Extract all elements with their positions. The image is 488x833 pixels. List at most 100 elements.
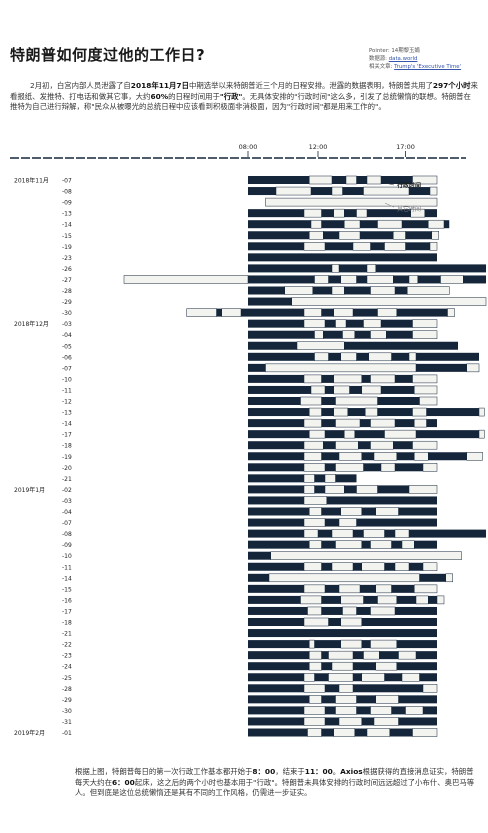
day-label-43: -23 xyxy=(62,653,72,660)
executive-time-bar-0-4 xyxy=(356,176,367,184)
day-label-31: -07 xyxy=(62,520,72,527)
other-time-bar-9-2 xyxy=(314,275,329,284)
executive-time-bar-10-6 xyxy=(395,286,408,295)
related-article-link[interactable]: Trump's 'Executive Time' xyxy=(394,64,462,71)
executive-time-bar-9-7 xyxy=(393,275,409,284)
executive-time-bar-9-5 xyxy=(356,275,367,284)
other-time-bar-23-5 xyxy=(384,429,417,439)
other-time-bar-16-3 xyxy=(340,352,357,362)
executive-time-bar-28-0 xyxy=(248,485,304,494)
other-time-bar-28-1 xyxy=(303,485,315,494)
executive-time-bar-30-0 xyxy=(248,507,310,516)
executive-time-bar-22-0 xyxy=(248,419,304,428)
legend-executive: 行政时间 xyxy=(396,182,421,190)
other-time-bar-13-7 xyxy=(412,319,438,328)
other-time-bar-36-3 xyxy=(445,573,453,583)
executive-time-bar-17-0 xyxy=(248,363,266,372)
intro-date: 2018年11月7日 xyxy=(130,81,189,90)
executive-time-bar-1-0 xyxy=(248,187,276,196)
outro-start2: 6：00 xyxy=(111,777,135,787)
executive-time-bar-35-0 xyxy=(248,562,304,571)
executive-time-bar-6-2 xyxy=(325,242,353,251)
executive-time-bar-43-0 xyxy=(248,651,310,660)
executive-time-bar-32-8 xyxy=(409,529,486,538)
other-time-bar-29-1 xyxy=(303,496,327,505)
executive-time-bar-48-0 xyxy=(248,706,304,715)
executive-time-bar-24-0 xyxy=(248,441,304,450)
other-time-bar-10-1 xyxy=(284,286,313,295)
conclusion-paragraph: 根据上图，特朗普每日的第一次行政工作基本都开始于8：00，结束于11：00。Ax… xyxy=(75,767,480,799)
executive-time-bar-38-2 xyxy=(321,595,341,604)
other-time-bar-33-3 xyxy=(335,540,362,549)
day-label-12: -30 xyxy=(62,310,72,317)
day-label-8: -26 xyxy=(62,266,72,273)
month-label-0: 2018年11月 xyxy=(14,177,49,185)
day-label-21: -13 xyxy=(62,410,72,417)
other-time-bar-6-3 xyxy=(352,242,371,251)
month-label-50: 2019年2月 xyxy=(14,729,45,737)
other-time-bar-35-3 xyxy=(331,562,354,571)
executive-time-bar-42-0 xyxy=(248,640,310,649)
day-label-13: -03 xyxy=(62,321,72,328)
executive-time-bar-26-6 xyxy=(395,463,423,472)
other-time-bar-25-1 xyxy=(303,452,322,461)
legend-other: 其它时间 xyxy=(397,205,421,213)
intro-text-3: 来看报纸、发推特、打电话和做其它事，大约 xyxy=(10,81,478,101)
executive-time-bar-32-4 xyxy=(353,529,364,538)
other-time-bar-9-10 xyxy=(440,275,464,284)
executive-time-bar-21-4 xyxy=(347,408,366,417)
executive-time-bar-44-0 xyxy=(248,662,310,671)
executive-time-bar-47-6 xyxy=(398,695,437,704)
day-label-24: -18 xyxy=(62,443,72,450)
executive-time-bar-27-0 xyxy=(248,474,304,483)
outro-axios: Axios xyxy=(340,767,363,776)
outro-text-2: ，结束于 xyxy=(275,767,305,776)
meta-block: Pointer: 14期黎玉娟 数据源: data.world 相关文章: Tr… xyxy=(369,47,461,72)
other-time-bar-21-5 xyxy=(365,407,378,417)
executive-time-bar-38-4 xyxy=(363,595,378,604)
executive-time-bar-25-2 xyxy=(321,452,339,461)
executive-time-bar-1-6 xyxy=(409,187,430,196)
executive-time-bar-39-6 xyxy=(395,606,437,615)
executive-time-bar-35-2 xyxy=(321,562,332,571)
day-label-34: -10 xyxy=(62,553,72,560)
other-time-bar-31-3 xyxy=(338,518,357,527)
executive-time-bar-22-4 xyxy=(360,419,371,428)
x-tick-label-1: 12:00 xyxy=(309,143,328,151)
other-time-bar-18-7 xyxy=(412,374,438,384)
day-label-49: -31 xyxy=(62,719,72,726)
other-time-bar-1-3 xyxy=(331,186,343,196)
executive-time-bar-43-4 xyxy=(353,651,364,660)
executive-time-bar-23-0 xyxy=(248,430,310,439)
other-time-bar-46-5 xyxy=(422,684,438,693)
day-label-9: -27 xyxy=(62,277,72,284)
other-time-bar-50-7 xyxy=(412,728,438,737)
other-time-bar-18-1 xyxy=(303,374,322,384)
executive-time-bar-9-11 xyxy=(463,275,486,284)
other-time-bar-20-1 xyxy=(300,396,322,406)
other-time-bar-30-3 xyxy=(340,507,362,516)
executive-time-bar-5-6 xyxy=(405,231,432,240)
executive-time-bar-40-2 xyxy=(328,618,341,626)
other-time-bar-35-5 xyxy=(361,562,385,571)
executive-time-bar-12-1 xyxy=(216,308,222,317)
executive-time-bar-36-2 xyxy=(419,573,446,582)
day-label-20: -12 xyxy=(62,399,72,406)
other-time-bar-19-3 xyxy=(333,385,350,395)
source-link[interactable]: data.world xyxy=(388,56,418,63)
other-time-bar-27-3 xyxy=(324,474,336,483)
other-time-bar-21-1 xyxy=(309,407,322,417)
executive-time-bar-30-6 xyxy=(398,507,437,516)
other-time-bar-45-5 xyxy=(361,673,385,682)
other-time-bar-49-5 xyxy=(373,717,399,726)
other-time-bar-22-7 xyxy=(414,418,427,428)
executive-time-bar-33-6 xyxy=(391,540,402,549)
other-time-bar-0-3 xyxy=(345,175,357,185)
executive-time-bar-28-2 xyxy=(314,485,325,494)
day-label-19: -11 xyxy=(62,387,72,394)
other-time-bar-38-9 xyxy=(436,595,445,605)
executive-time-bar-27-4 xyxy=(335,474,357,483)
other-time-bar-32-1 xyxy=(303,529,319,538)
executive-time-bar-19-6 xyxy=(381,385,415,394)
intro-exec: "行政" xyxy=(219,91,243,101)
